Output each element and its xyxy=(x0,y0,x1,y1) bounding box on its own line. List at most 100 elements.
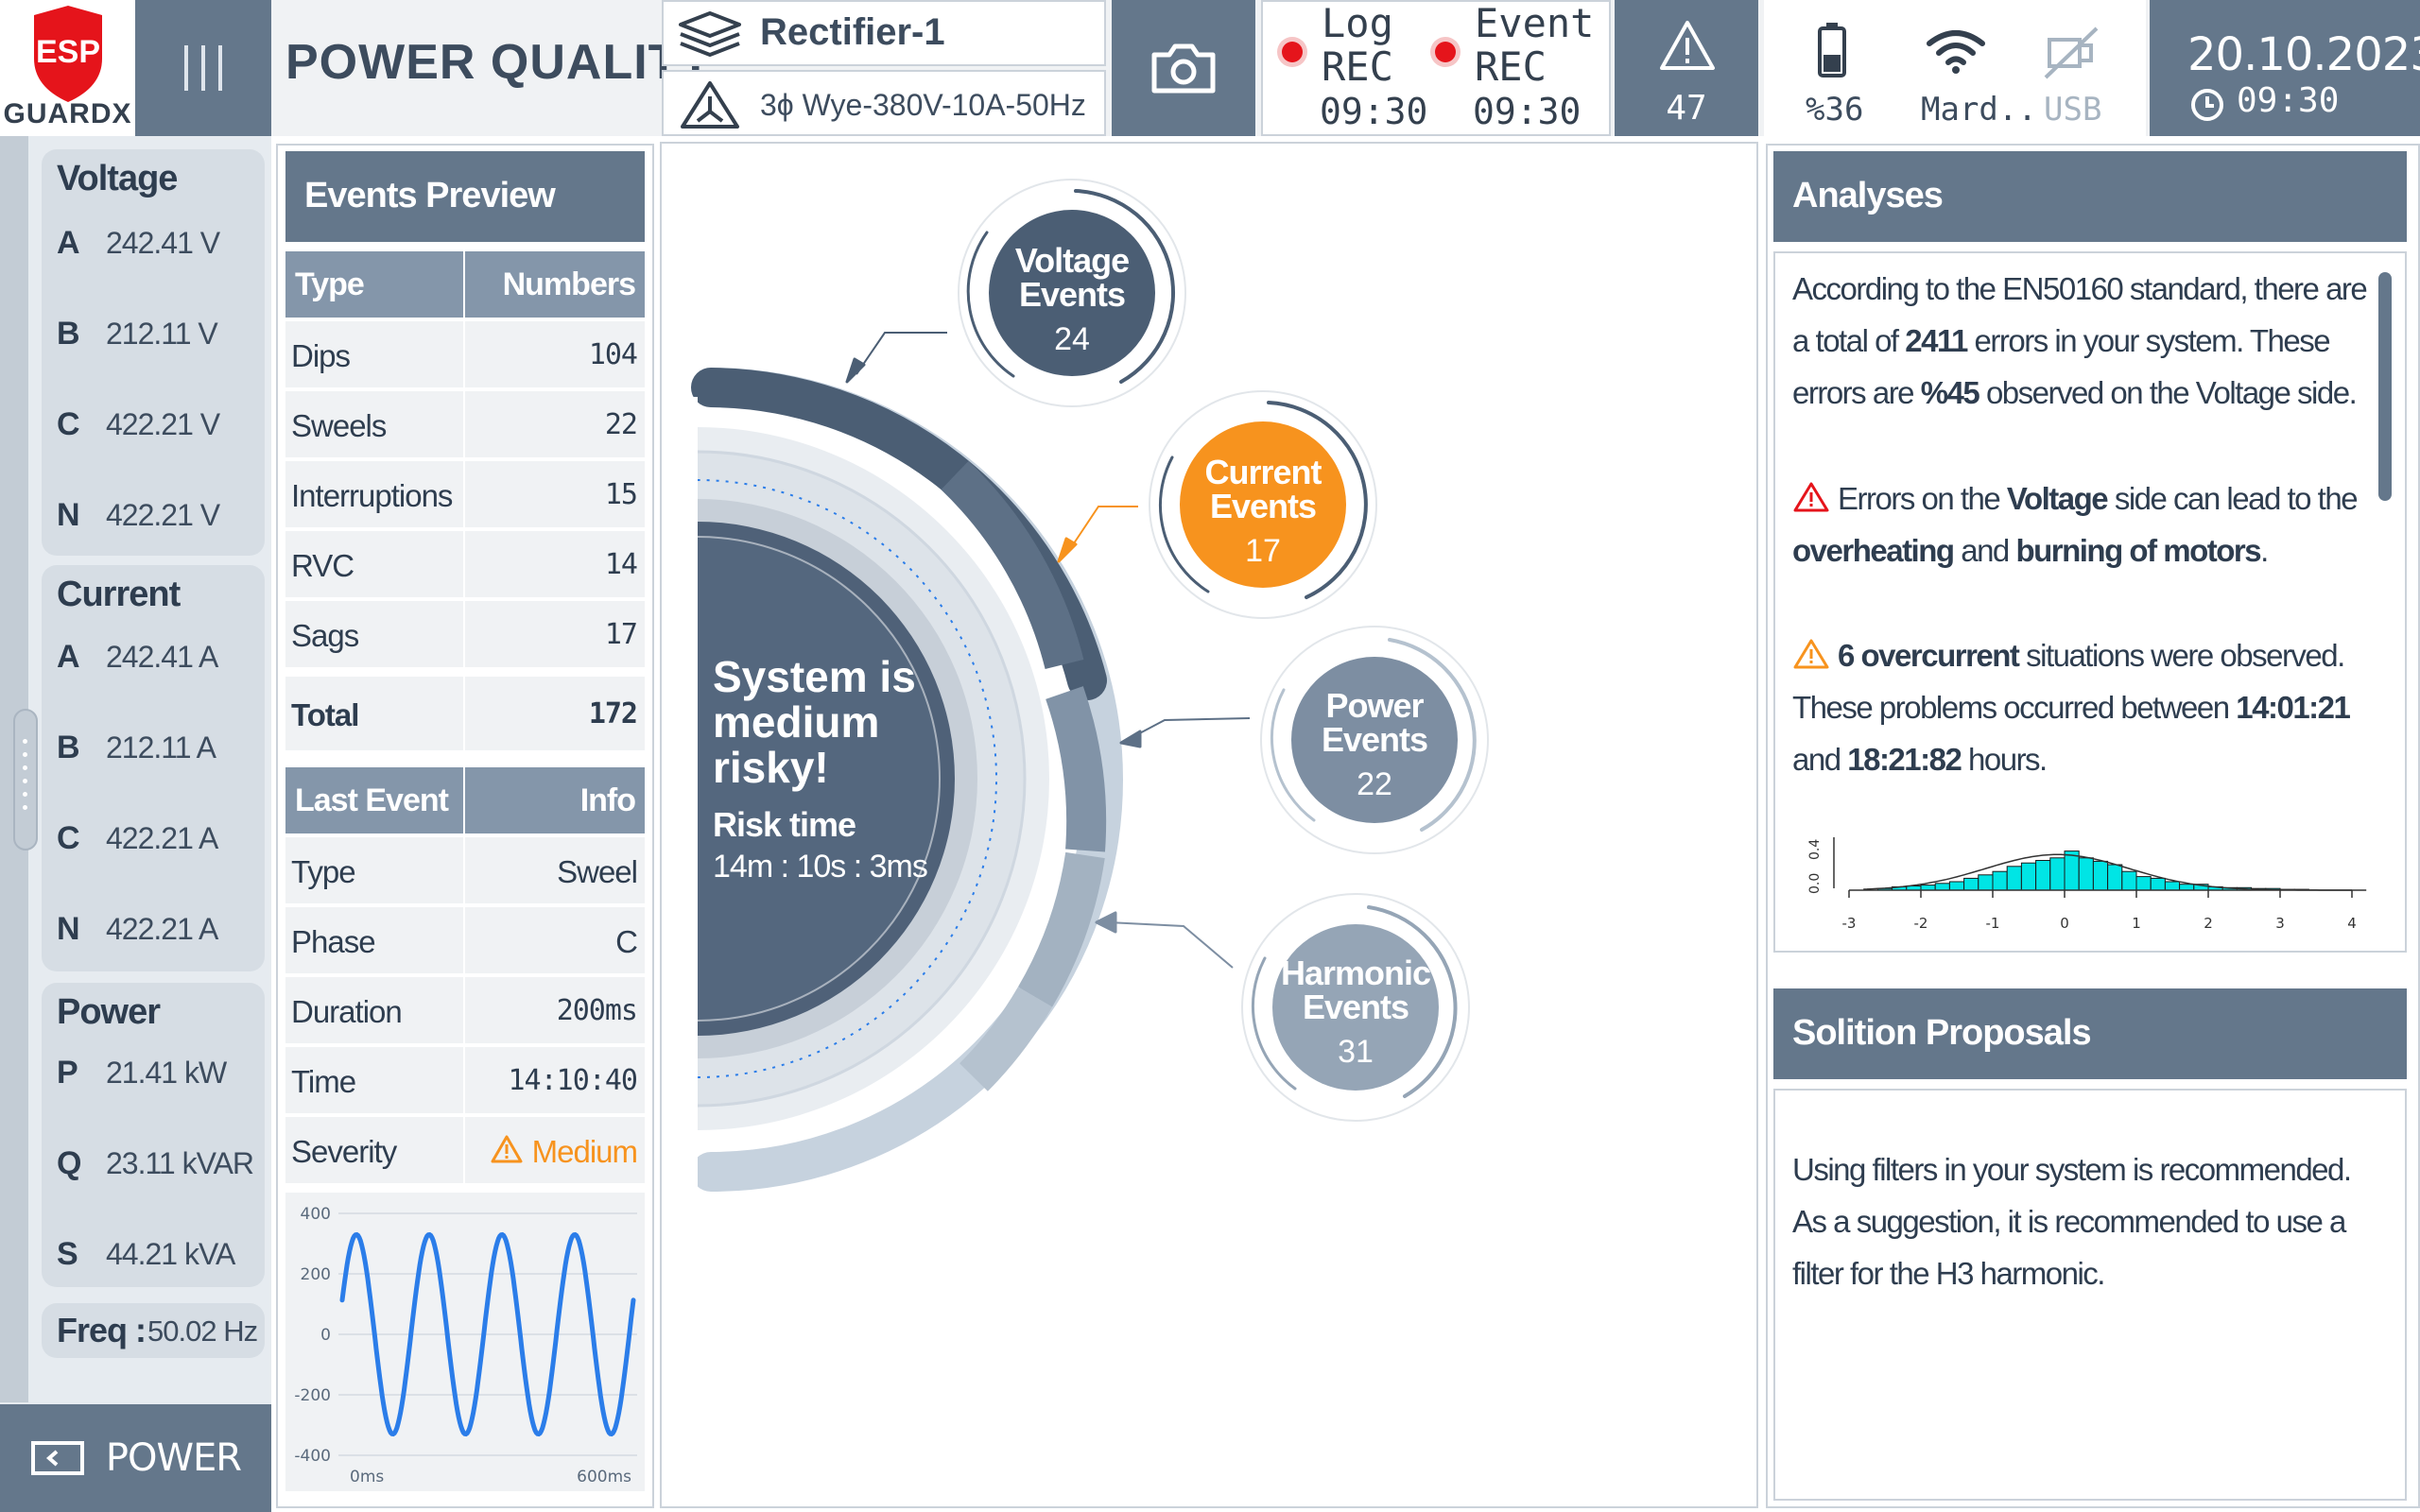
battery-icon xyxy=(1818,23,1846,77)
date-time: 20.10.2023 09:30 xyxy=(2150,0,2420,136)
log-rec-label1: Log xyxy=(1322,0,1393,46)
voltage-events-bubble[interactable]: Voltage Events 24 xyxy=(989,210,1155,376)
arrow-icon xyxy=(845,357,866,384)
voltage-title: Voltage xyxy=(57,159,178,198)
x-tick: -3 xyxy=(1842,915,1857,932)
power-row: P 21.41 kW xyxy=(57,1055,227,1091)
waveform-line xyxy=(339,1231,636,1437)
events-table-header: Type Numbers xyxy=(285,251,645,318)
waveform-chart: 400 200 0 -200 -400 0ms 600ms xyxy=(285,1193,645,1491)
current-row: A 242.41 A xyxy=(57,639,218,675)
voltage-row: C 422.21 V xyxy=(57,406,220,442)
power-menu-button[interactable]: POWER xyxy=(0,1404,271,1512)
screenshot-button[interactable] xyxy=(1112,0,1255,136)
alarm-count: 47 xyxy=(1666,89,1707,128)
clock-icon xyxy=(2191,89,2223,121)
logo: ESP GUARDX xyxy=(0,0,135,136)
x-tick: 4 xyxy=(2347,915,2357,932)
device-config[interactable]: 3ϕ Wye-380V-10A-50Hz xyxy=(662,70,1106,136)
current-row: C 422.21 A xyxy=(57,820,218,856)
histogram-bar xyxy=(1978,874,1994,891)
freq-label: Freq : xyxy=(57,1311,147,1349)
collapse-panel-icon xyxy=(30,1441,84,1475)
warning-icon xyxy=(1660,21,1715,70)
camera-icon xyxy=(1151,43,1216,94)
table-row[interactable]: RVC 14 xyxy=(285,531,645,597)
y-tick: 0.0 xyxy=(1807,873,1823,894)
page-title: POWER QUALITY xyxy=(285,35,714,90)
table-row[interactable]: Sags 17 xyxy=(285,601,645,667)
x-tick-start: 0ms xyxy=(350,1468,384,1486)
solution-text: Using filters in your system is recommen… xyxy=(1792,1152,2352,1291)
y-tick: 400 xyxy=(301,1205,331,1224)
device-name: Rectifier-1 xyxy=(760,11,945,53)
total-row: Total 172 xyxy=(285,677,645,750)
last-event-row: Duration 200ms xyxy=(285,977,645,1043)
device-config-text: 3ϕ Wye-380V-10A-50Hz xyxy=(760,88,1086,122)
event-rec-indicator xyxy=(1435,42,1456,62)
battery-level: %36 xyxy=(1806,91,1864,129)
y-tick: -400 xyxy=(294,1447,331,1466)
power-row: S 44.21 kVA xyxy=(57,1236,235,1272)
col-numbers: Numbers xyxy=(502,266,636,302)
time: 09:30 xyxy=(2237,81,2340,120)
warning-icon xyxy=(491,1135,523,1163)
histogram-bar xyxy=(2150,877,2166,891)
warning-icon xyxy=(1793,639,1829,669)
table-row[interactable]: Sweels 22 xyxy=(285,391,645,457)
frequency-card: Freq : 50.02 Hz xyxy=(42,1303,265,1358)
menu-button[interactable] xyxy=(135,0,271,136)
analyses-title: Analyses xyxy=(1773,151,2407,242)
histogram-bar xyxy=(2179,884,2195,891)
warning-icon xyxy=(1793,482,1829,512)
alarm-button[interactable]: 47 xyxy=(1615,0,1758,136)
power-row: Q 23.11 kVAR xyxy=(57,1145,254,1181)
histogram-bar xyxy=(2092,860,2109,891)
power-title: Power xyxy=(57,992,161,1032)
power-events-bubble[interactable]: Power Events 22 xyxy=(1291,657,1458,823)
event-rec-time: 09:30 xyxy=(1473,91,1582,132)
histogram-bar xyxy=(2121,870,2137,891)
analysis-paragraph-2: Errors on the Voltage side can lead to t… xyxy=(1792,481,2359,568)
voltage-row: N 422.21 V xyxy=(57,497,220,533)
risk-title-line3: risky! xyxy=(713,743,829,792)
event-rec-label1: Event xyxy=(1475,0,1595,46)
layers-icon xyxy=(679,11,741,57)
y-tick: 200 xyxy=(301,1265,331,1284)
x-tick: 2 xyxy=(2204,915,2213,932)
last-event-header: Last Event Info xyxy=(285,767,645,833)
wye-triangle-icon xyxy=(681,81,739,129)
wifi-icon[interactable] xyxy=(1925,26,1987,76)
analysis-paragraph-3: 6 overcurrent situations were observed. … xyxy=(1792,638,2351,777)
harmonic-events-bubble[interactable]: Harmonic Events 31 xyxy=(1272,924,1439,1091)
analyses-scrollbar[interactable] xyxy=(2378,272,2392,501)
risk-title-line2: medium xyxy=(713,697,880,747)
system-status: %36 Mard.. USB xyxy=(1764,0,2146,136)
recording-status: Log REC 09:30 Event REC 09:30 xyxy=(1261,0,1611,136)
x-tick: 3 xyxy=(2275,915,2285,932)
table-row[interactable]: Dips 104 xyxy=(285,321,645,387)
usb-disconnected-icon[interactable] xyxy=(2044,26,2099,79)
histogram-bar xyxy=(2020,862,2037,891)
histogram-bars xyxy=(1876,850,2309,891)
last-event-row: Severity Medium xyxy=(285,1117,645,1183)
device-selector[interactable]: Rectifier-1 xyxy=(662,0,1106,66)
table-row[interactable]: Interruptions 15 xyxy=(285,461,645,527)
logo-text: ESP xyxy=(36,34,100,70)
x-tick: 1 xyxy=(2132,915,2141,932)
usb-label: USB xyxy=(2044,91,2102,129)
histogram-bar xyxy=(2107,864,2123,891)
risk-gauge xyxy=(662,179,1489,1192)
y-tick: -200 xyxy=(294,1386,331,1405)
last-event-row: Time 14:10:40 xyxy=(285,1047,645,1113)
current-events-bubble[interactable]: Current Events 17 xyxy=(1180,421,1346,588)
arrow-icon xyxy=(1095,911,1117,934)
current-title: Current xyxy=(57,575,181,614)
histogram-bar xyxy=(1963,877,1979,891)
histogram-bar xyxy=(2064,850,2080,891)
drag-dots-icon xyxy=(23,739,28,818)
col-info: Info xyxy=(579,782,636,818)
date: 20.10.2023 xyxy=(2187,28,2420,81)
